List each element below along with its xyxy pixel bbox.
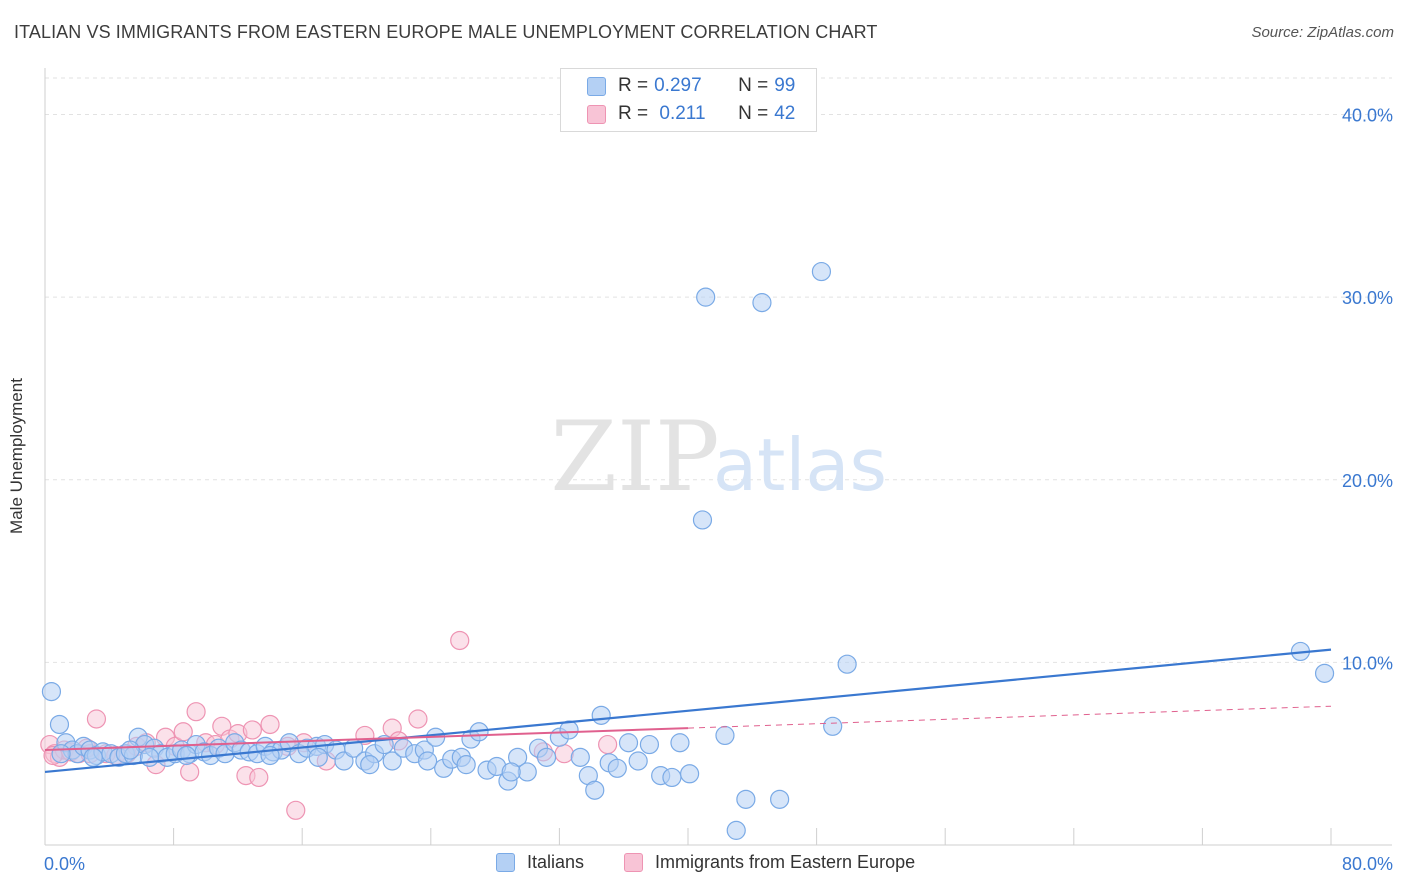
data-point-immigrants: [286, 800, 306, 820]
y-tick-label: 30.0%: [1342, 288, 1393, 308]
legend-label-italians: Italians: [527, 852, 585, 872]
data-point-italians: [559, 720, 579, 740]
x-tick-label: 0.0%: [44, 854, 85, 874]
data-point-italians: [585, 780, 605, 800]
data-point-italians: [591, 705, 611, 725]
data-point-italians: [536, 747, 557, 767]
data-point-italians: [680, 764, 700, 784]
legend-r-label: R =: [618, 103, 649, 124]
chart-title: ITALIAN VS IMMIGRANTS FROM EASTERN EUROP…: [14, 22, 878, 42]
data-point-italians: [517, 762, 537, 782]
watermark: ZIP atlas: [550, 401, 887, 513]
data-point-italians: [501, 762, 521, 782]
data-point-italians: [334, 751, 354, 771]
data-point-italians: [417, 751, 438, 771]
legend-n-value: 99: [774, 75, 796, 96]
data-point-italians: [670, 733, 690, 753]
data-point-italians: [811, 261, 832, 282]
legend-r-value: 0.211: [654, 103, 706, 124]
watermark-zip: ZIP: [550, 401, 719, 513]
y-tick-label: 40.0%: [1342, 106, 1393, 126]
legend-item-italians: Italians: [496, 852, 584, 873]
data-point-italians: [1314, 663, 1335, 683]
data-point-italians: [360, 755, 380, 775]
data-point-italians: [618, 733, 639, 753]
data-point-italians: [752, 293, 772, 313]
data-point-italians: [823, 716, 843, 736]
legend-row-immigrants: R = 0.211 N = 42: [587, 101, 795, 127]
data-point-italians: [382, 751, 402, 771]
data-point-immigrants: [260, 714, 280, 735]
legend-swatch-immigrants: [587, 104, 606, 124]
trend-line-immigrants: [44, 727, 689, 752]
y-tick-label: 20.0%: [1342, 471, 1393, 491]
legend-n-label: N =: [738, 103, 769, 124]
data-point-italians: [41, 681, 62, 702]
data-point-immigrants: [249, 767, 269, 788]
data-point-italians: [607, 758, 627, 778]
tick-labels: 10.0% 20.0% 30.0% 40.0% 0.0% 80.0%: [44, 106, 1393, 874]
data-point-italians: [628, 751, 648, 771]
trend-lines: [44, 648, 1332, 774]
data-point-italians: [696, 287, 716, 307]
series-legend: Italians Immigrants from Eastern Europe: [0, 852, 1406, 878]
grid-layer: [45, 77, 1392, 663]
legend-swatch-italians: [587, 76, 606, 96]
data-point-italians: [770, 789, 790, 809]
data-point-italians: [639, 734, 660, 755]
data-point-italians: [692, 510, 713, 530]
data-point-italians: [120, 740, 140, 760]
axes-layer: [44, 68, 1392, 846]
data-point-italians: [176, 745, 197, 766]
data-point-immigrants: [242, 720, 262, 740]
data-point-immigrants: [450, 630, 470, 651]
data-point-italians: [456, 755, 476, 775]
legend-swatch-italians: [496, 853, 515, 872]
data-point-italians: [570, 747, 590, 767]
trend-line-italians: [44, 648, 1332, 774]
correlation-legend: R = 0.297 N = 99 R = 0.211 N = 42: [560, 68, 817, 132]
data-point-immigrants: [86, 709, 107, 729]
legend-r-value: 0.297: [654, 75, 702, 96]
legend-label-immigrants: Immigrants from Eastern Europe: [655, 852, 916, 872]
data-point-italians: [662, 767, 682, 788]
legend-item-immigrants: Immigrants from Eastern Europe: [624, 852, 915, 873]
data-point-italians: [308, 747, 328, 767]
data-point-italians: [736, 789, 756, 809]
data-point-italians: [49, 714, 70, 735]
watermark-atlas: atlas: [713, 423, 887, 507]
data-point-immigrants: [408, 709, 428, 729]
source-label: Source: ZipAtlas.com: [1251, 24, 1394, 41]
trend-line-immigrants-extension: [687, 705, 1332, 729]
legend-r-label: R =: [618, 75, 649, 96]
legend-n-value: 42: [774, 103, 796, 124]
y-axis-label: Male Unemployment: [7, 378, 26, 534]
data-point-immigrants: [554, 744, 574, 764]
legend-row-italians: R = 0.297 N = 99: [587, 73, 795, 99]
data-point-immigrants: [180, 762, 200, 782]
data-point-italians: [715, 725, 735, 746]
y-tick-label: 10.0%: [1342, 653, 1393, 673]
data-point-italians: [51, 744, 71, 764]
data-point-immigrants: [598, 734, 618, 755]
legend-swatch-immigrants: [624, 853, 643, 872]
data-point-immigrants: [186, 702, 206, 722]
data-point-italians: [726, 820, 746, 840]
x-tick-label: 80.0%: [1342, 854, 1393, 874]
data-point-italians: [837, 654, 857, 674]
legend-n-label: N =: [738, 75, 769, 96]
data-point-italians: [83, 747, 103, 767]
